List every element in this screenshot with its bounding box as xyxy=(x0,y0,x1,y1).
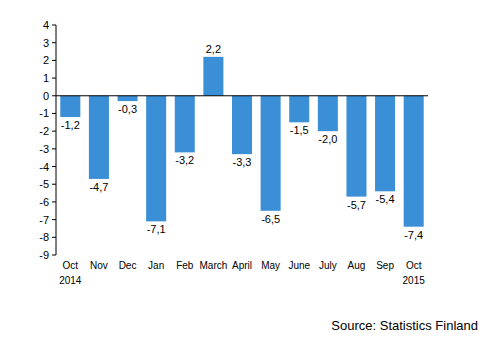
y-axis xyxy=(56,25,57,255)
bar xyxy=(289,96,309,123)
bar xyxy=(175,96,195,153)
bar xyxy=(375,96,395,192)
x-tick-label: April xyxy=(232,260,252,271)
bar xyxy=(261,96,281,211)
data-label: -3,3 xyxy=(233,156,252,168)
x-tick-label: Nov xyxy=(90,260,108,271)
bar xyxy=(60,96,80,117)
y-tick-label: -8 xyxy=(39,231,49,243)
x-tick-label: Sep xyxy=(376,260,394,271)
y-tick-label: 0 xyxy=(43,90,49,102)
y-tick xyxy=(52,184,56,185)
y-tick xyxy=(52,60,56,61)
y-tick-label: -9 xyxy=(39,249,49,261)
x-tick-label: Oct xyxy=(63,260,79,271)
x-tick-label: Jan xyxy=(148,260,164,271)
bar xyxy=(346,96,366,197)
y-tick-label: -3 xyxy=(39,143,49,155)
bar xyxy=(404,96,424,227)
y-tick-label: 2 xyxy=(43,54,49,66)
y-tick xyxy=(52,166,56,167)
y-tick xyxy=(52,255,56,256)
y-tick xyxy=(52,201,56,202)
y-tick xyxy=(52,42,56,43)
y-tick-label: -4 xyxy=(39,161,49,173)
source: Source: Statistics Finland xyxy=(331,318,478,333)
data-label: -5,4 xyxy=(376,193,395,205)
x-tick-label: July xyxy=(319,260,337,271)
bar xyxy=(203,57,223,96)
zero-line xyxy=(56,95,428,96)
x-tick-label: Aug xyxy=(348,260,366,271)
y-tick xyxy=(52,131,56,132)
x-sublabel: 2014 xyxy=(59,275,82,286)
x-tick-label: Oct xyxy=(406,260,422,271)
y-tick-label: -2 xyxy=(39,125,49,137)
y-tick-label: -5 xyxy=(39,178,49,190)
x-tick-label: Dec xyxy=(119,260,137,271)
bar xyxy=(146,96,166,222)
x-tick-label: June xyxy=(288,260,310,271)
y-tick-label: -1 xyxy=(39,107,49,119)
y-tick-label: -6 xyxy=(39,196,49,208)
y-tick xyxy=(52,78,56,79)
x-tick-label: Feb xyxy=(176,260,194,271)
y-tick xyxy=(52,219,56,220)
y-tick xyxy=(52,113,56,114)
bar xyxy=(118,96,138,101)
bar xyxy=(89,96,109,179)
y-tick xyxy=(52,148,56,149)
data-label: -3,2 xyxy=(175,154,194,166)
data-label: -7,4 xyxy=(404,229,423,241)
bar xyxy=(318,96,338,131)
data-label: -4,7 xyxy=(89,181,108,193)
y-tick xyxy=(52,25,56,26)
y-tick xyxy=(52,95,56,96)
y-tick-label: -7 xyxy=(39,214,49,226)
data-label: -7,1 xyxy=(147,223,166,235)
data-label: 2,2 xyxy=(206,43,221,55)
x-tick-label: May xyxy=(261,260,280,271)
data-label: -2,0 xyxy=(318,133,337,145)
x-sublabel: 2015 xyxy=(403,275,426,286)
data-label: -5,7 xyxy=(347,199,366,211)
y-tick xyxy=(52,237,56,238)
data-label: -0,3 xyxy=(118,103,137,115)
y-tick-label: 3 xyxy=(43,37,49,49)
data-label: -1,5 xyxy=(290,124,309,136)
y-tick-label: 4 xyxy=(43,19,49,31)
bar xyxy=(232,96,252,154)
y-tick-label: 1 xyxy=(43,72,49,84)
data-label: -6,5 xyxy=(261,213,280,225)
data-label: -1,2 xyxy=(61,119,80,131)
x-tick-label: March xyxy=(199,260,227,271)
